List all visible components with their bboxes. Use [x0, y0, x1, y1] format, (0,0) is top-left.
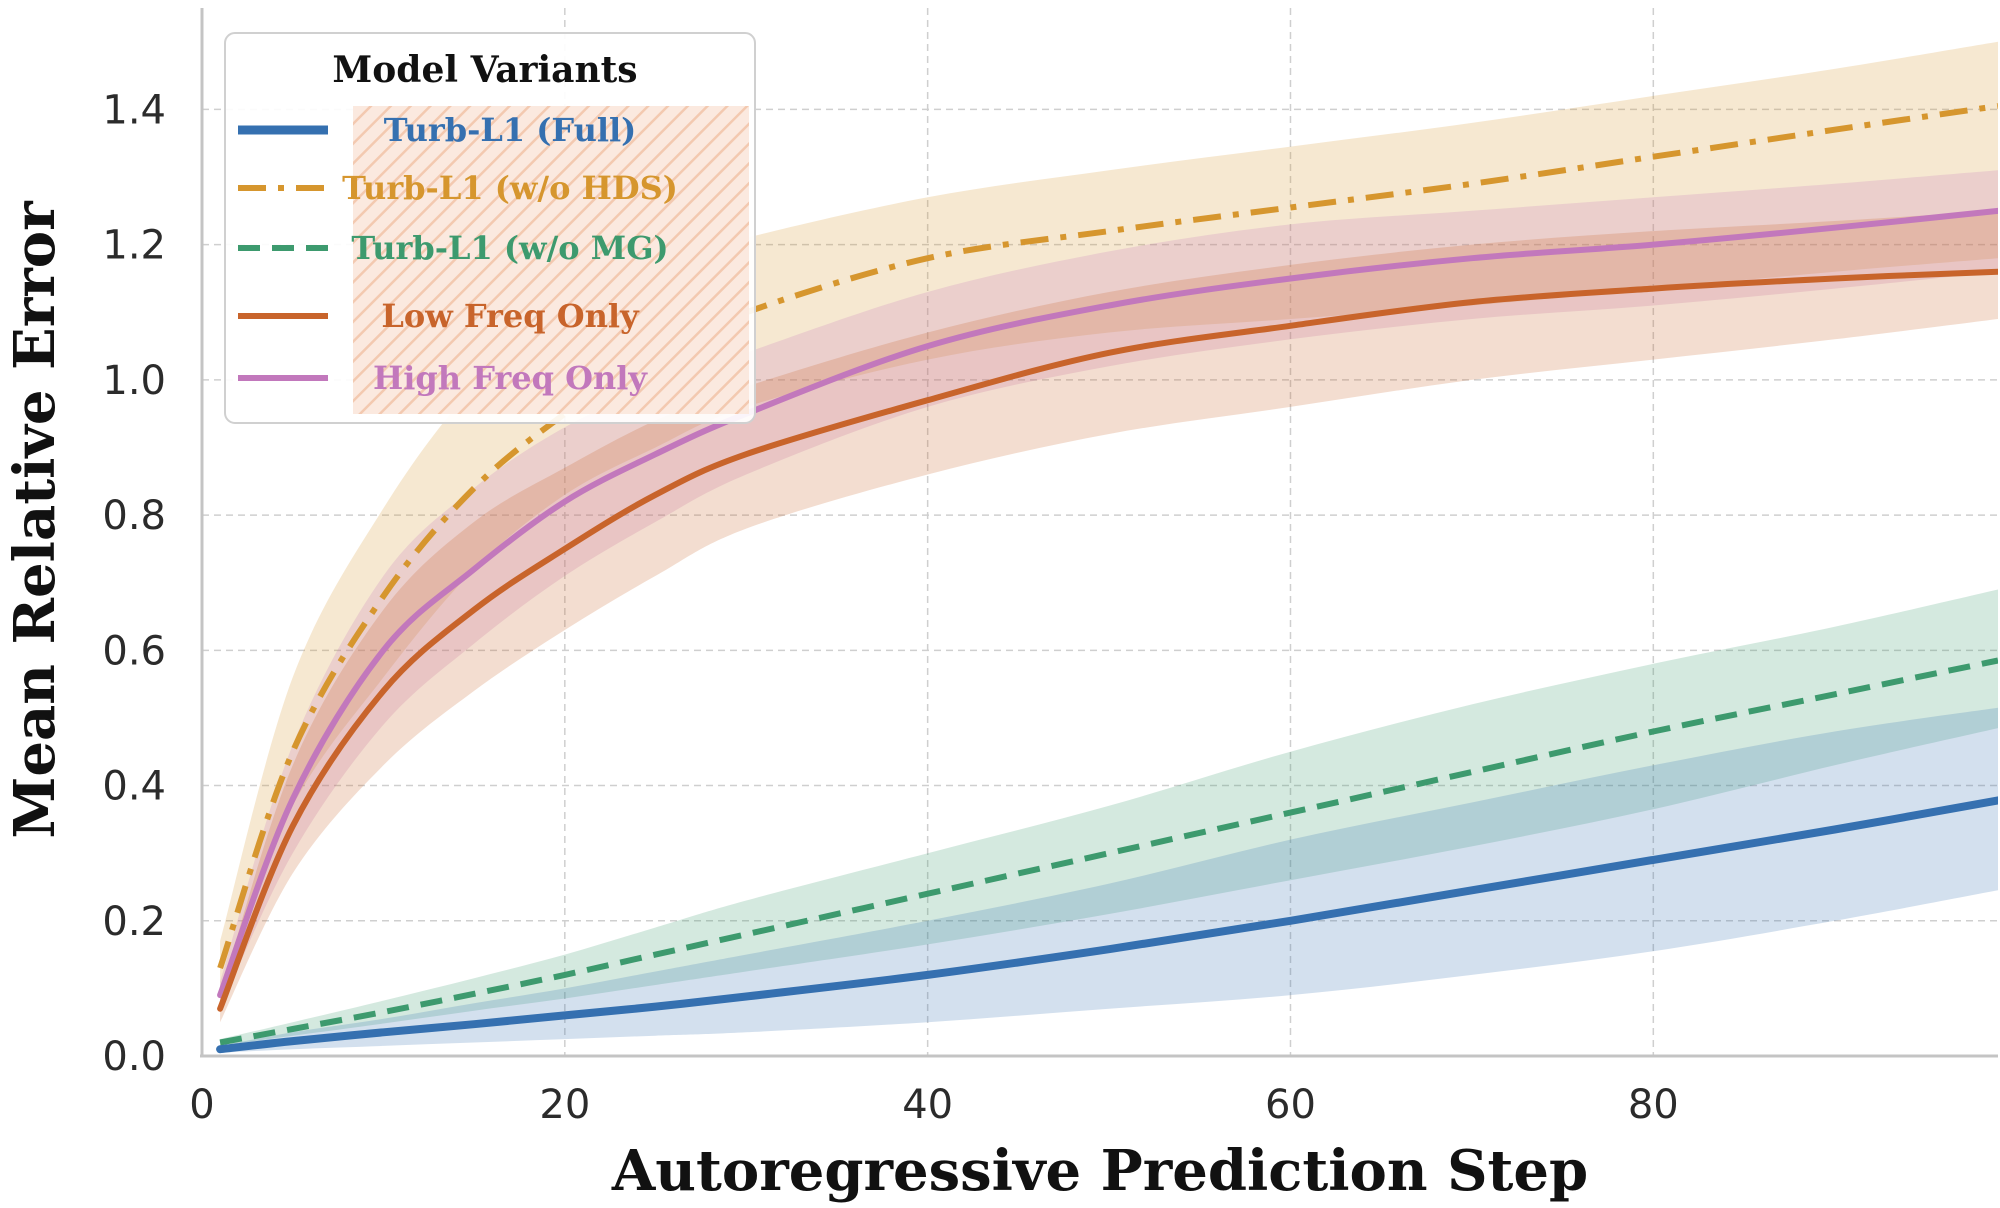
band-turb-l1-w-o-mg	[220, 589, 1998, 1046]
y-tick-label: 0.8	[102, 493, 166, 539]
line-high-freq-only	[217, 207, 1998, 999]
band-turb-l1-full	[220, 707, 1998, 1053]
legend: Model Variants Turb-L1 (Full) Turb-L1 (w/…	[224, 32, 756, 424]
legend-label-turb-l1-w-o-mg: Turb-L1 (w/o MG)	[351, 229, 668, 267]
line-low-freq-only	[217, 268, 1998, 1012]
y-tick-label: 1.2	[102, 223, 166, 269]
y-tick-label: 0.2	[102, 899, 166, 945]
legend-entries: Turb-L1 (Full) Turb-L1 (w/o HDS) Turb-L1 (…	[238, 111, 678, 397]
axes	[200, 8, 1998, 1058]
legend-label-low-freq-only: Low Freq Only	[381, 297, 640, 335]
x-axis-title: Autoregressive Prediction Step	[611, 1138, 1588, 1204]
y-tick-label: 0.0	[102, 1034, 166, 1080]
line-turb-l1-full	[216, 796, 1998, 1054]
y-tick-label: 0.6	[102, 628, 166, 674]
band-low-freq-only	[220, 210, 1998, 1023]
y-axis-title: Mean Relative Error	[2, 200, 68, 839]
legend-label-turb-l1-full: Turb-L1 (Full)	[384, 111, 637, 149]
y-tick-label: 1.0	[102, 358, 166, 404]
y-tick-label: 0.4	[102, 764, 166, 810]
x-tick-label: 20	[539, 1082, 590, 1128]
series-lines	[216, 103, 1998, 1054]
line-turb-l1-w-o-hds	[217, 103, 1998, 970]
x-tick-label: 40	[902, 1082, 953, 1128]
x-tick-label: 0	[189, 1082, 214, 1128]
x-tick-labels: 0 20 40 60 80	[189, 1082, 1678, 1128]
legend-label-high-freq-only: High Freq Only	[373, 359, 648, 397]
y-tick-labels: 0.0 0.2 0.4 0.6 0.8 1.0 1.2 1.4	[102, 87, 166, 1080]
line-turb-l1-w-o-mg	[219, 657, 1998, 1046]
legend-title: Model Variants	[332, 49, 637, 91]
y-tick-label: 1.4	[102, 87, 166, 133]
band-high-freq-only	[220, 170, 1998, 1009]
legend-hatch-highlight	[353, 106, 749, 414]
legend-label-turb-l1-w-o-hds: Turb-L1 (w/o HDS)	[342, 169, 678, 207]
x-tick-label: 60	[1265, 1082, 1316, 1128]
x-tick-label: 80	[1628, 1082, 1679, 1128]
